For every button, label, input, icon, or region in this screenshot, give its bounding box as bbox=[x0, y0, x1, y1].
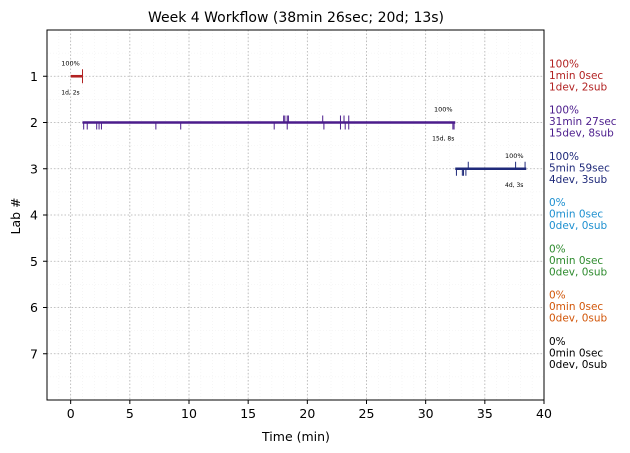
lab-series: 100% 1d, 2s 100% 15d, 8s 100% 4d, 3s bbox=[61, 59, 527, 189]
lab-3-pct-label: 100% bbox=[505, 152, 524, 160]
y-tick-label: 1 bbox=[30, 69, 38, 84]
grid bbox=[46, 30, 545, 400]
lab-3-summary-line: 5min 59sec bbox=[549, 162, 610, 174]
lab-3-summary-line: 4dev, 3sub bbox=[549, 174, 608, 186]
lab-4-summary-line: 0dev, 0sub bbox=[549, 220, 608, 232]
lab-4-summary-line: 0% bbox=[549, 197, 566, 209]
chart-title: Week 4 Workflow (38min 26sec; 20d; 13s) bbox=[148, 10, 444, 26]
lab-5-summary-line: 0min 0sec bbox=[549, 255, 603, 267]
x-tick-label: 30 bbox=[418, 406, 434, 421]
lab-3-count-label: 4d, 3s bbox=[505, 182, 523, 189]
y-tick-label: 7 bbox=[30, 346, 38, 361]
x-tick-label: 10 bbox=[181, 406, 197, 421]
lab-2-summary-line: 15dev, 8sub bbox=[549, 128, 614, 140]
lab-7-summary-line: 0dev, 0sub bbox=[549, 359, 608, 371]
y-tick-label: 6 bbox=[30, 300, 38, 315]
lab-1-summary-line: 100% bbox=[549, 58, 579, 70]
y-axis: 1 2 3 4 5 6 7 bbox=[30, 69, 47, 361]
lab-7-summary-line: 0min 0sec bbox=[549, 347, 603, 359]
y-tick-label: 3 bbox=[30, 161, 38, 176]
lab-7-summary-line: 0% bbox=[549, 336, 566, 348]
lab-6-summary-line: 0dev, 0sub bbox=[549, 313, 608, 325]
x-tick-label: 35 bbox=[477, 406, 493, 421]
y-tick-label: 4 bbox=[30, 208, 38, 223]
x-axis: 0 5 10 15 20 25 30 35 40 bbox=[67, 400, 552, 421]
x-tick-label: 5 bbox=[126, 406, 134, 421]
lab-1-summary-line: 1min 0sec bbox=[549, 70, 603, 82]
lab-5-summary-line: 0dev, 0sub bbox=[549, 266, 608, 278]
x-tick-label: 15 bbox=[240, 406, 256, 421]
lab-4-summary-line: 0min 0sec bbox=[549, 209, 603, 221]
x-axis-label: Time (min) bbox=[261, 429, 330, 444]
x-tick-label: 0 bbox=[67, 406, 75, 421]
x-tick-label: 20 bbox=[299, 406, 315, 421]
lab-3-summary-line: 100% bbox=[549, 151, 579, 163]
x-tick-label: 40 bbox=[536, 406, 552, 421]
lab-1-pct-label: 100% bbox=[61, 59, 80, 67]
lab-2-count-label: 15d, 8s bbox=[432, 136, 454, 143]
lab-1-count-label: 1d, 2s bbox=[61, 89, 79, 96]
y-tick-label: 2 bbox=[30, 115, 38, 130]
y-axis-label: Lab # bbox=[8, 197, 23, 234]
lab-6-summary-line: 0% bbox=[549, 290, 566, 302]
x-tick-label: 25 bbox=[359, 406, 375, 421]
lab-2-pct-label: 100% bbox=[434, 106, 453, 114]
y-tick-label: 5 bbox=[30, 254, 38, 269]
lab-1-summary-line: 1dev, 2sub bbox=[549, 81, 608, 93]
lab-6-summary-line: 0min 0sec bbox=[549, 301, 603, 313]
lab-2-summary-line: 100% bbox=[549, 105, 579, 117]
lab-2-summary-line: 31min 27sec bbox=[549, 116, 617, 128]
lab-5-summary-line: 0% bbox=[549, 243, 566, 255]
